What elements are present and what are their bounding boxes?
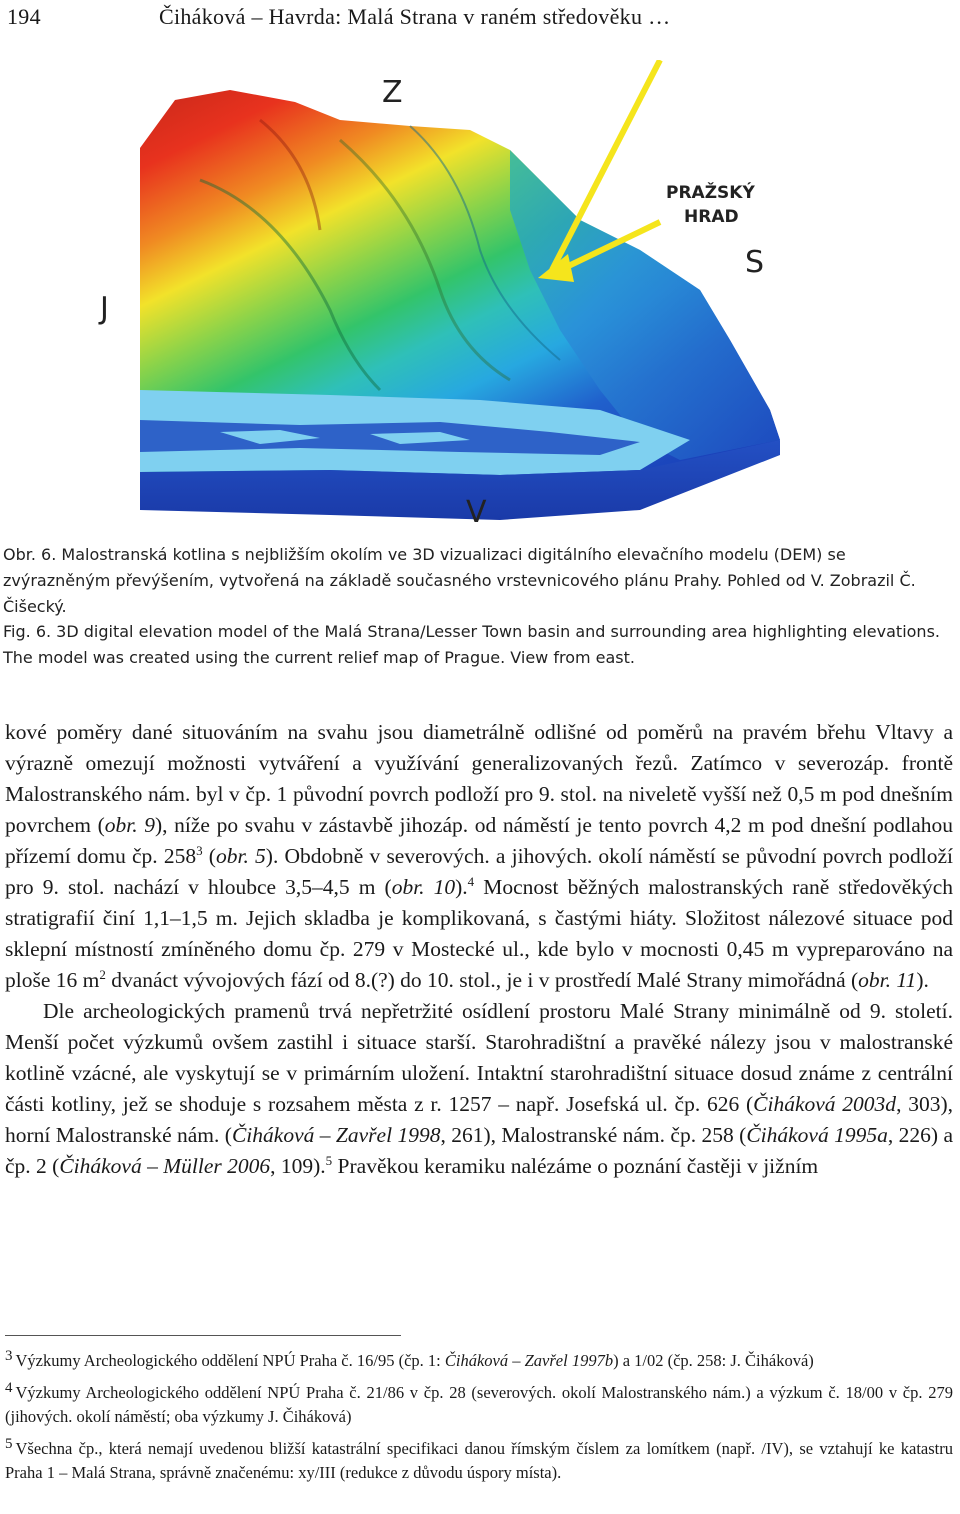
footnote-3: 3 Výzkumy Archeologického oddělení NPÚ Pr…	[5, 1347, 814, 1370]
footnote-4: 4 Výzkumy Archeologického oddělení NPÚ Pr…	[5, 1379, 953, 1426]
compass-north-label: Z	[382, 75, 403, 110]
footnote-5: 5 Všechna čp., která nemají uvedenou bliž…	[5, 1435, 953, 1482]
footnote-divider	[5, 1335, 401, 1336]
figure-caption-czech: Obr. 6. Malostranská kotlina s nejbližší…	[3, 545, 916, 616]
castle-label-line2: HRAD	[684, 207, 739, 227]
castle-label-line1: PRAŽSKÝ	[666, 181, 755, 203]
compass-east-label: V	[466, 495, 487, 530]
body-text: kové poměry dané situováním na svahu jso…	[5, 717, 953, 1182]
page-number: 194	[7, 4, 41, 29]
terrain-right-slope	[510, 150, 780, 460]
paragraph: kové poměry dané situováním na svahu jso…	[5, 720, 954, 992]
running-title: Čiháková – Havrda: Malá Strana v raném s…	[159, 4, 671, 29]
castle-arrow	[538, 60, 663, 282]
elevation-model-figure: Z J S V PRAŽSKÝ HRAD	[98, 60, 780, 530]
figure-caption-english: Fig. 6. 3D digital elevation model of th…	[3, 622, 940, 667]
paragraph: Dle archeologických pramenů trvá nepřetr…	[5, 999, 953, 1178]
terrain-front	[140, 440, 780, 520]
compass-south-label: S	[745, 245, 764, 280]
compass-west-label: J	[98, 291, 109, 326]
footnotes: 3 Výzkumy Archeologického oddělení NPÚ Pr…	[5, 1347, 953, 1493]
running-header: 194 Čiháková – Havrda: Malá Strana v ran…	[7, 4, 947, 32]
